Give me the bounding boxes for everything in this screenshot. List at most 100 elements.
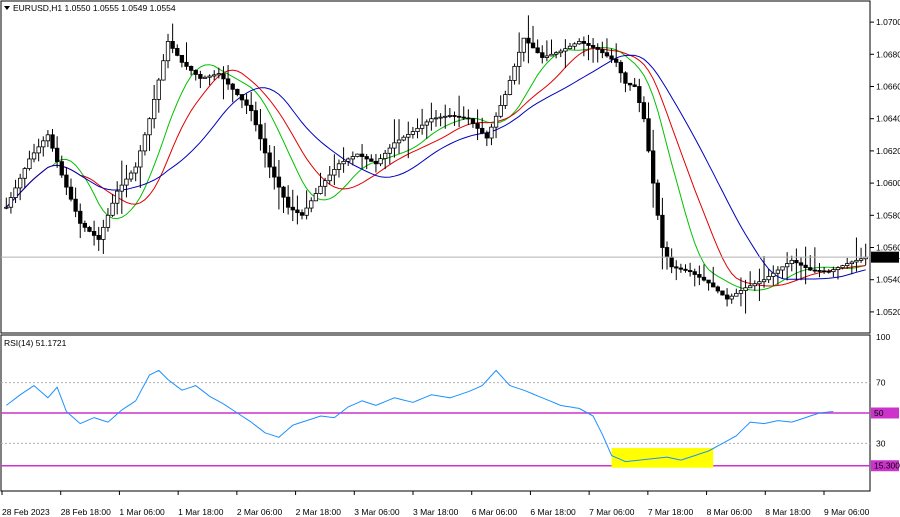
candle	[184, 61, 189, 67]
candle	[646, 118, 651, 152]
candle	[650, 150, 656, 184]
time-tick-label: 8 Mar 06:00	[707, 507, 753, 517]
candle	[115, 190, 120, 204]
candle	[31, 152, 37, 160]
candle	[484, 132, 489, 139]
time-tick-label: 7 Mar 18:00	[648, 507, 694, 517]
candle	[724, 294, 730, 300]
candle	[188, 65, 194, 71]
candle	[281, 186, 286, 198]
rsi-axis: 1007050305015.300	[871, 332, 900, 472]
candle	[743, 287, 748, 291]
candle	[225, 78, 231, 85]
candle	[609, 55, 614, 60]
candle	[683, 268, 688, 271]
candle	[461, 116, 466, 119]
candle	[590, 45, 596, 48]
candle	[170, 41, 175, 49]
candle	[207, 75, 212, 78]
candle	[359, 153, 365, 157]
candle	[780, 266, 785, 271]
price-tick-label: 1.0700	[876, 17, 900, 27]
candle	[826, 270, 831, 273]
candle	[406, 133, 411, 138]
candle	[623, 72, 628, 84]
candle	[124, 178, 129, 186]
rsi-tick-label: 70	[876, 378, 886, 388]
candle	[664, 247, 670, 258]
candle	[27, 158, 32, 170]
candle	[68, 186, 74, 200]
candle	[373, 160, 379, 165]
candle	[701, 276, 707, 281]
candle	[821, 270, 827, 273]
candle	[258, 124, 263, 140]
price-axis: 1.0700 1.0680 1.0660 1.0640 1.0620 1.0600 1.05…	[870, 17, 900, 317]
price-tick-label: 1.0540	[876, 275, 900, 285]
candle	[614, 58, 619, 63]
candle	[637, 86, 642, 104]
candle	[854, 259, 859, 263]
price-tick-label: 1.0620	[876, 146, 900, 156]
candle	[276, 176, 282, 188]
moving-average-lines	[5, 46, 866, 291]
candle	[355, 153, 360, 157]
candle	[789, 259, 794, 265]
ma-line-fast	[5, 46, 866, 291]
candle	[318, 185, 323, 194]
candle	[239, 94, 245, 101]
candle	[96, 235, 101, 240]
price-panel	[0, 0, 871, 334]
time-axis: 28 Feb 2023 28 Feb 18:00 1 Mar 06:00 1 Mar …	[1, 491, 870, 517]
candle	[22, 168, 27, 179]
candle	[179, 54, 185, 63]
candle	[18, 177, 23, 189]
candle	[299, 212, 305, 216]
rsi-level-tag-label: 15.300	[874, 461, 900, 471]
candle	[734, 292, 739, 297]
candle	[641, 102, 647, 120]
candle	[36, 146, 41, 154]
candle	[452, 115, 457, 117]
candle	[105, 214, 111, 228]
candle	[581, 41, 587, 44]
time-tick-label: 3 Mar 18:00	[413, 507, 459, 517]
candle	[475, 123, 480, 129]
candle	[775, 269, 781, 274]
candle	[13, 187, 18, 198]
candle	[771, 272, 776, 277]
candle	[73, 198, 78, 212]
candle	[757, 281, 762, 285]
candle	[627, 82, 633, 86]
candle	[202, 76, 208, 79]
time-tick-label: 1 Mar 18:00	[178, 507, 224, 517]
candle	[392, 142, 397, 149]
candle	[507, 80, 513, 95]
ma-line-mid	[5, 47, 866, 287]
price-tick-label: 1.0640	[876, 114, 900, 124]
candle	[341, 160, 346, 165]
current-price-tag	[871, 251, 899, 263]
candle	[424, 121, 429, 126]
candle	[632, 84, 637, 87]
candle	[549, 53, 554, 57]
candle	[438, 116, 443, 119]
candle	[332, 169, 337, 176]
candle	[618, 61, 623, 74]
candle	[253, 110, 258, 126]
candle	[285, 196, 291, 208]
candle	[175, 47, 180, 56]
candle	[152, 98, 157, 120]
candle	[447, 115, 453, 117]
candle	[526, 37, 531, 44]
time-tick-label: 28 Feb 18:00	[61, 507, 111, 517]
time-tick-label: 1 Mar 06:00	[119, 507, 165, 517]
candle	[655, 182, 660, 216]
chevron-down-icon[interactable]	[4, 6, 10, 10]
candle	[845, 263, 850, 267]
candle	[396, 139, 402, 144]
candle	[216, 73, 222, 76]
candle	[660, 214, 665, 248]
candle	[327, 174, 332, 182]
